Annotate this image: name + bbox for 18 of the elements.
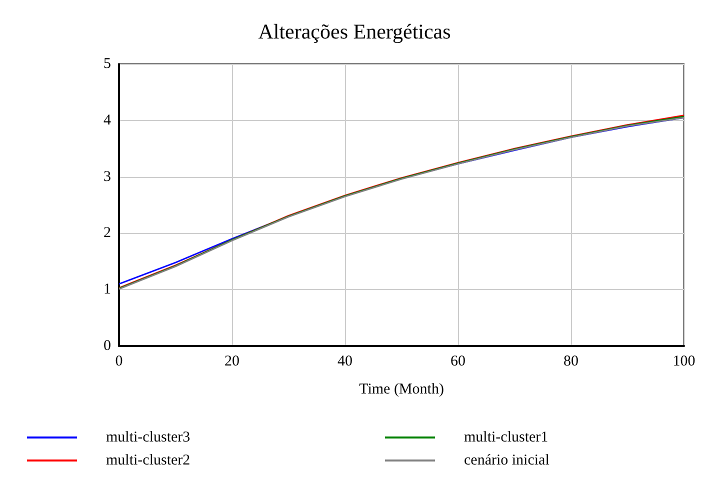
chart-title: Alterações Energéticas	[258, 20, 451, 44]
legend-label: multi-cluster3	[106, 430, 190, 446]
x-axis-title: Time (Month)	[359, 382, 444, 398]
y-tick-label: 3	[104, 168, 111, 185]
legend-label: multi-cluster2	[106, 452, 190, 468]
x-tick-label: 40	[338, 354, 352, 370]
x-tick-label: 0	[115, 354, 123, 370]
y-tick-label: 1	[104, 282, 111, 298]
y-tick-label: 2	[104, 225, 111, 242]
y-tick-label: 5	[104, 56, 111, 72]
y-tick-label: 0	[104, 338, 111, 354]
y-tick-label: 4	[104, 112, 112, 128]
x-tick-label: 100	[672, 354, 696, 370]
x-tick-label: 60	[450, 354, 466, 370]
legend-label: cenário inicial	[464, 452, 550, 468]
x-tick-label: 80	[564, 354, 578, 370]
x-tick-label: 20	[224, 354, 240, 370]
legend-label: multi-cluster1	[464, 430, 548, 446]
